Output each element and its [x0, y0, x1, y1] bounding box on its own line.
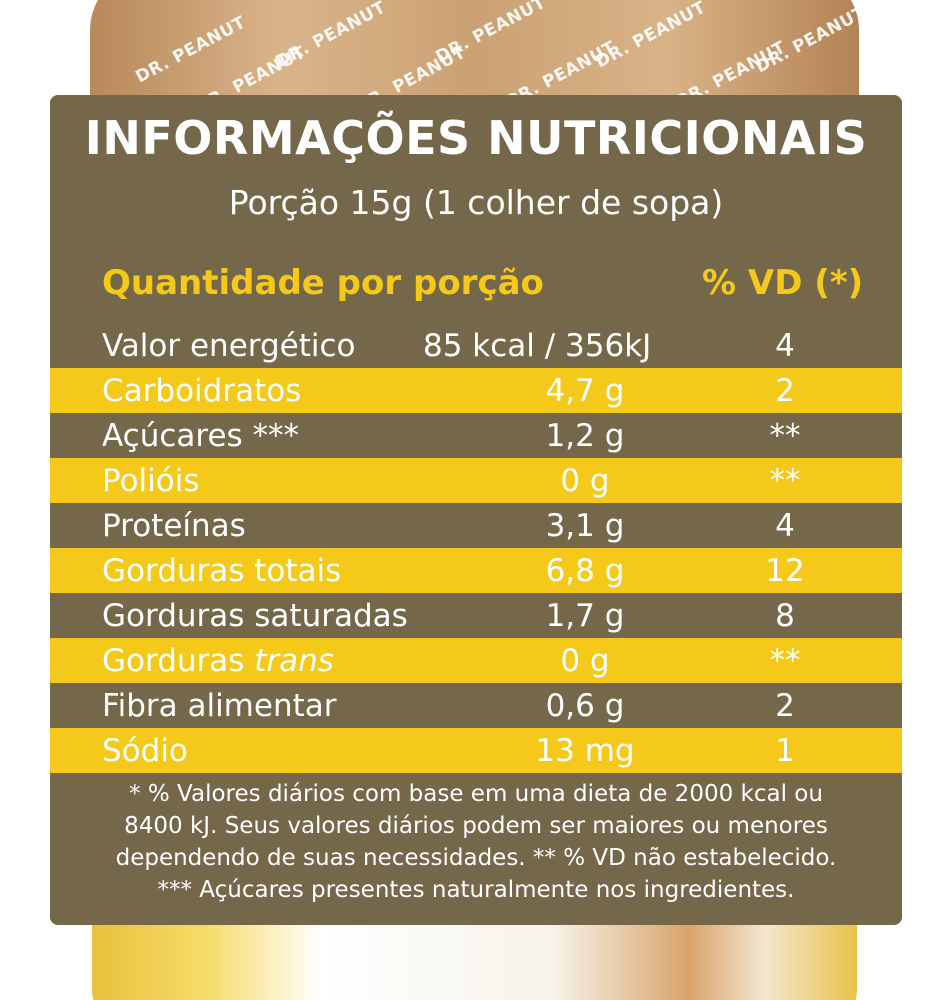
nutrient-amount: 13 mg	[535, 733, 635, 769]
footnote: * % Valores diários com base em uma diet…	[50, 778, 902, 906]
nutrient-name: Gorduras saturadas	[102, 598, 408, 634]
table-row: Proteínas 3,1 g 4	[50, 503, 902, 548]
nutrient-amount: 6,8 g	[545, 553, 625, 589]
table-row: Sódio 13 mg 1	[50, 728, 902, 773]
nutrient-vd: 2	[775, 373, 795, 409]
nutrient-vd: 12	[765, 553, 805, 589]
lid-brand-text: DR. PEANUT	[592, 0, 710, 73]
nutrient-vd: 4	[775, 508, 795, 544]
nutrient-name-italic: trans	[254, 643, 334, 679]
nutrient-amount: 3,1 g	[545, 508, 625, 544]
table-row: Valor energético 85 kcal / 356kJ 4	[50, 323, 902, 368]
nutrient-amount: 0 g	[560, 463, 610, 499]
table-row: Gorduras totais 6,8 g 12	[50, 548, 902, 593]
table-row: Açúcares *** 1,2 g **	[50, 413, 902, 458]
nutrient-name: Gorduras totais	[102, 553, 342, 589]
nutrient-name: Fibra alimentar	[102, 688, 337, 724]
nutrient-vd: 4	[775, 328, 795, 364]
nutrient-name: Proteínas	[102, 508, 246, 544]
lid-brand-text: DR. PEANUT	[432, 0, 550, 68]
nutrient-amount: 4,7 g	[545, 373, 625, 409]
table-header: Quantidade por porção % VD (*)	[50, 241, 902, 323]
table-row: Fibra alimentar 0,6 g 2	[50, 683, 902, 728]
nutrient-name: Carboidratos	[102, 373, 302, 409]
nutrient-vd: 1	[775, 733, 795, 769]
serving-size: Porção 15g (1 colher de sopa)	[228, 183, 724, 222]
nutrient-name: Açúcares ***	[102, 418, 300, 454]
table-row: Polióis 0 g **	[50, 458, 902, 503]
nutrient-name: Polióis	[102, 463, 200, 499]
nutrient-amount: 1,7 g	[545, 598, 625, 634]
lid-brand-text: DR. PEANUT	[752, 2, 859, 78]
footnote-line: dependendo de suas necessidades. ** % VD…	[115, 845, 837, 871]
table-row: Gorduras trans 0 g **	[50, 638, 902, 683]
nutrient-vd: 8	[775, 598, 795, 634]
footnote-line: 8400 kJ. Seus valores diários podem ser …	[124, 813, 828, 839]
footnote-line: *** Açúcares presentes naturalmente nos …	[157, 877, 795, 903]
header-vd: % VD (*)	[702, 263, 864, 303]
lid-brand-text: DR. PEANUT	[132, 12, 250, 88]
nutrient-amount: 0,6 g	[545, 688, 625, 724]
nutrient-vd: 2	[775, 688, 795, 724]
table-row: Gorduras saturadas 1,7 g 8	[50, 593, 902, 638]
nutrient-vd: **	[769, 463, 801, 499]
nutrient-amount: 1,2 g	[545, 418, 625, 454]
table-row: Carboidratos 4,7 g 2	[50, 368, 902, 413]
nutrient-name-main: Gorduras	[102, 643, 255, 679]
panel-title: INFORMAÇÕES NUTRICIONAIS	[84, 111, 868, 165]
header-quantity: Quantidade por porção	[102, 263, 544, 303]
nutrient-vd: **	[769, 643, 801, 679]
nutrient-table: Valor energético 85 kcal / 356kJ 4 Carbo…	[50, 323, 902, 773]
nutrient-vd: **	[769, 418, 801, 454]
nutrient-amount: 85 kcal / 356kJ	[423, 328, 652, 364]
footnote-line: * % Valores diários com base em uma diet…	[129, 781, 823, 807]
nutrient-name: Valor energético	[102, 328, 356, 364]
lid-brand-text: DR. PEANUT	[272, 0, 390, 73]
nutrient-amount: 0 g	[560, 643, 610, 679]
nutrition-facts-panel: INFORMAÇÕES NUTRICIONAIS Porção 15g (1 c…	[50, 95, 902, 925]
nutrient-name: Gorduras trans	[102, 643, 334, 679]
nutrient-name: Sódio	[102, 733, 188, 769]
